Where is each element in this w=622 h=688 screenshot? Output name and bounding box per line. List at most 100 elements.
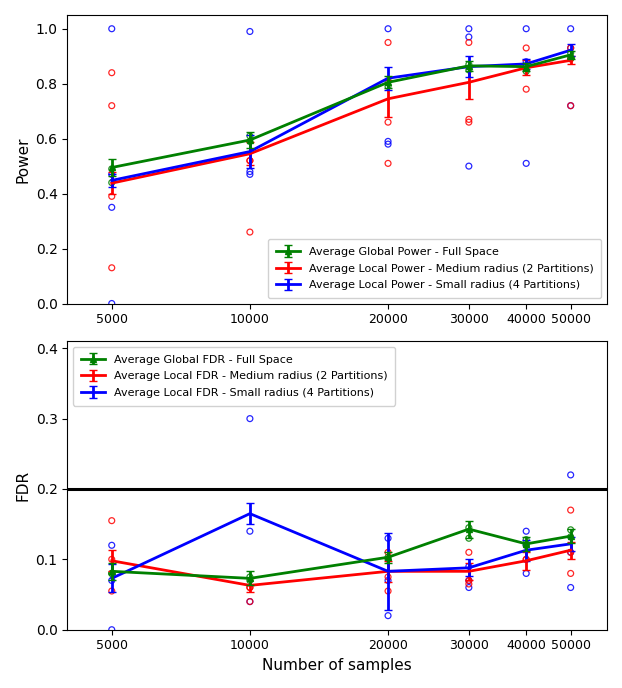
Point bbox=[464, 561, 474, 572]
Point bbox=[521, 43, 531, 54]
Point bbox=[383, 139, 393, 150]
Point bbox=[565, 568, 575, 579]
Point bbox=[107, 23, 117, 34]
Point bbox=[521, 554, 531, 565]
Point bbox=[464, 522, 474, 533]
Point bbox=[245, 226, 255, 237]
Point bbox=[383, 572, 393, 583]
Point bbox=[521, 554, 531, 565]
Point bbox=[464, 160, 474, 171]
Point bbox=[107, 568, 117, 579]
Point bbox=[521, 23, 531, 34]
Point bbox=[565, 582, 575, 593]
Legend: Average Global FDR - Full Space, Average Local FDR - Medium radius (2 Partitions: Average Global FDR - Full Space, Average… bbox=[73, 347, 396, 406]
Point bbox=[107, 585, 117, 596]
Point bbox=[464, 575, 474, 586]
Point bbox=[464, 579, 474, 590]
Point bbox=[245, 26, 255, 37]
Point bbox=[464, 32, 474, 43]
Point bbox=[383, 547, 393, 558]
Point bbox=[245, 575, 255, 586]
Point bbox=[521, 56, 531, 67]
Point bbox=[383, 552, 393, 563]
Point bbox=[107, 568, 117, 579]
Point bbox=[383, 76, 393, 87]
Point bbox=[521, 84, 531, 95]
Point bbox=[107, 624, 117, 635]
Point bbox=[565, 547, 575, 558]
Point bbox=[521, 61, 531, 72]
Point bbox=[107, 169, 117, 180]
Point bbox=[464, 37, 474, 48]
Point bbox=[521, 568, 531, 579]
Point bbox=[245, 582, 255, 593]
Point bbox=[464, 582, 474, 593]
Point bbox=[464, 114, 474, 125]
Point bbox=[245, 166, 255, 177]
Point bbox=[107, 262, 117, 273]
Point bbox=[464, 575, 474, 586]
Point bbox=[565, 100, 575, 111]
Point bbox=[464, 117, 474, 128]
Point bbox=[383, 158, 393, 169]
Point bbox=[245, 582, 255, 593]
Point bbox=[245, 155, 255, 166]
Point bbox=[565, 43, 575, 54]
Point bbox=[107, 191, 117, 202]
Point bbox=[464, 59, 474, 70]
Point bbox=[107, 540, 117, 551]
Point bbox=[565, 47, 575, 58]
Point bbox=[521, 534, 531, 545]
Point bbox=[107, 67, 117, 78]
Point bbox=[383, 610, 393, 621]
Point bbox=[464, 547, 474, 558]
Point bbox=[107, 177, 117, 188]
Point bbox=[245, 136, 255, 147]
Point bbox=[107, 202, 117, 213]
Point bbox=[107, 515, 117, 526]
Point bbox=[107, 298, 117, 309]
Point bbox=[565, 23, 575, 34]
Point bbox=[245, 572, 255, 583]
Point bbox=[245, 596, 255, 607]
Point bbox=[245, 413, 255, 424]
Point bbox=[107, 163, 117, 174]
Point bbox=[245, 526, 255, 537]
Point bbox=[245, 596, 255, 607]
Point bbox=[383, 117, 393, 128]
Point bbox=[245, 131, 255, 142]
Point bbox=[383, 575, 393, 586]
Point bbox=[565, 100, 575, 111]
Point bbox=[565, 53, 575, 64]
Point bbox=[521, 540, 531, 551]
Point bbox=[107, 554, 117, 565]
Point bbox=[383, 81, 393, 92]
Point bbox=[383, 554, 393, 565]
Y-axis label: FDR: FDR bbox=[15, 470, 30, 501]
Point bbox=[565, 524, 575, 535]
Point bbox=[521, 526, 531, 537]
Point bbox=[383, 37, 393, 48]
Legend: Average Global Power - Full Space, Average Local Power - Medium radius (2 Partit: Average Global Power - Full Space, Avera… bbox=[268, 239, 601, 298]
Point bbox=[565, 547, 575, 558]
Point bbox=[464, 533, 474, 544]
X-axis label: Number of samples: Number of samples bbox=[262, 658, 412, 673]
Point bbox=[245, 169, 255, 180]
Point bbox=[565, 531, 575, 542]
Y-axis label: Power: Power bbox=[15, 136, 30, 182]
Point bbox=[565, 504, 575, 515]
Point bbox=[565, 54, 575, 65]
Point bbox=[521, 540, 531, 551]
Point bbox=[107, 575, 117, 586]
Point bbox=[383, 585, 393, 596]
Point bbox=[565, 469, 575, 480]
Point bbox=[565, 43, 575, 54]
Point bbox=[107, 100, 117, 111]
Point bbox=[245, 155, 255, 166]
Point bbox=[521, 66, 531, 77]
Point bbox=[383, 533, 393, 544]
Point bbox=[383, 23, 393, 34]
Point bbox=[383, 136, 393, 147]
Point bbox=[464, 65, 474, 76]
Point bbox=[464, 23, 474, 34]
